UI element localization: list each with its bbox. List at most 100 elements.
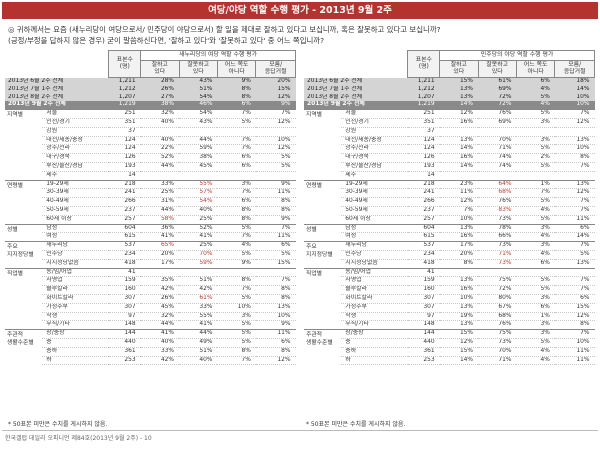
- sample-size-cell: 159: [108, 276, 141, 287]
- category-label: 주요 지지정당별: [304, 241, 342, 269]
- subgroup-label: 농/임/어업: [42, 267, 109, 278]
- subgroup-label: 대구/경북: [42, 153, 109, 163]
- value-cell: 15%: [439, 77, 479, 86]
- subgroup-label: 인천/경기: [341, 118, 408, 128]
- table-row: 지역별 서울 251 32% 54% 7% 7%: [5, 109, 296, 181]
- history-label: 2013년 6월 2주 전체: [304, 77, 408, 86]
- value-cell: 7%: [554, 206, 595, 216]
- value-cell: 40%: [140, 136, 180, 146]
- history-row: 2013년 9월 2주 전체 1,219 14% 72% 4% 10%: [304, 101, 595, 110]
- value-cell: 7%: [554, 109, 595, 119]
- value-cell: 5%: [516, 338, 555, 348]
- value-cell: 8%: [554, 153, 595, 163]
- value-cell: [217, 127, 256, 137]
- sample-size-cell: 124: [108, 144, 141, 155]
- table-row: 30-39세 241 25% 57% 7% 11%: [5, 188, 296, 199]
- value-cell: 2%: [516, 153, 555, 163]
- value-cell: 80%: [478, 294, 517, 304]
- subgroup-label: 강원: [341, 127, 408, 137]
- value-cell: [217, 267, 256, 278]
- value-cell: 13%: [439, 136, 479, 146]
- sample-size-cell: 237: [407, 206, 440, 216]
- header-neither: 어느 쪽도 아니다: [216, 60, 257, 78]
- table-row: 40-49세 266 31% 54% 6% 8%: [5, 197, 296, 207]
- value-cell: [516, 171, 555, 181]
- sample-size-cell: 307: [108, 303, 141, 313]
- value-cell: 73%: [478, 338, 517, 348]
- value-cell: 9%: [255, 179, 296, 190]
- value-cell: [439, 127, 479, 137]
- value-cell: 72%: [478, 285, 517, 295]
- history-row: 2013년 6월 2주 전체 1,211 15% 61% 6% 18%: [304, 77, 595, 86]
- value-cell: 7%: [255, 109, 296, 119]
- category-group: 주요 지지정당별 새누리당 537 65% 25% 4% 6% 민주당 234 20% 70% 5% 5%…: [5, 241, 296, 269]
- value-cell: [554, 127, 595, 137]
- value-cell: 41%: [140, 232, 180, 243]
- table-row: 직업별 농/임/어업 41: [304, 267, 595, 330]
- value-cell: 68%: [478, 188, 517, 199]
- sample-size-cell: 604: [108, 223, 141, 234]
- value-cell: 71%: [478, 356, 517, 366]
- value-cell: 41%: [179, 320, 218, 331]
- table-row: 인천/경기 351 16% 69% 3% 12%: [304, 118, 595, 128]
- subgroup-label: 하: [341, 356, 408, 366]
- sample-size-cell: 615: [108, 232, 141, 243]
- subgroup-label: 60세 이상: [341, 215, 408, 225]
- value-cell: [255, 267, 296, 278]
- value-cell: [478, 127, 517, 137]
- table-row: 50-59세 237 7% 83% 4% 7%: [304, 206, 595, 216]
- value-cell: 12%: [439, 338, 479, 348]
- sample-size-cell: 615: [407, 232, 440, 243]
- sample-size-cell: 1,211: [108, 77, 141, 86]
- sample-size-cell: 1,212: [407, 85, 440, 94]
- table-row: 학생 97 32% 55% 3% 10%: [5, 312, 296, 322]
- value-cell: 11%: [255, 188, 296, 199]
- table-row: 지역별 서울 251 12% 76% 5% 7%: [304, 109, 595, 181]
- sample-size-cell: 124: [108, 136, 141, 146]
- table-row: 연령별 19-29세 218 33% 55% 3% 9%: [5, 179, 296, 225]
- subgroup-label: 서울: [42, 109, 109, 119]
- value-cell: 9%: [217, 259, 256, 269]
- table-row: 자영업 159 13% 75% 5% 7%: [304, 276, 595, 287]
- table-row: 가정주부 307 45% 33% 10% 13%: [5, 303, 296, 313]
- value-cell: 5%: [255, 250, 296, 260]
- category-group: 주관적 생활수준별 상/중상 144 15% 75% 3% 7% 중 440 12% 73% 5% 10%…: [304, 329, 595, 366]
- value-cell: 76%: [478, 109, 517, 119]
- value-cell: 73%: [478, 215, 517, 225]
- subgroup-label: 제주: [341, 171, 408, 181]
- subgroup-label: 화이트칼라: [341, 294, 408, 304]
- value-cell: 11%: [554, 356, 595, 366]
- value-cell: 6%: [255, 338, 296, 348]
- value-cell: 16%: [439, 232, 479, 243]
- subgroup-label: 무직/기타: [42, 320, 109, 331]
- category-label: 지역별: [5, 109, 43, 181]
- value-cell: 14%: [439, 356, 479, 366]
- value-cell: 14%: [439, 101, 479, 110]
- value-cell: 59%: [179, 259, 218, 269]
- value-cell: 61%: [179, 294, 218, 304]
- table-row: 강원 37: [304, 127, 595, 137]
- table-row: 주요 지지정당별 새누리당 537 17% 73% 3% 7%: [304, 241, 595, 269]
- value-cell: 6%: [554, 294, 595, 304]
- value-cell: 4%: [516, 250, 555, 260]
- table-row: 대전/세종/충청 124 40% 44% 7% 10%: [5, 136, 296, 146]
- table-row: 성별 남성 604 36% 52% 5% 7%: [5, 223, 296, 242]
- sample-size-cell: 1,207: [407, 93, 440, 102]
- value-cell: 28%: [140, 77, 180, 86]
- subgroup-label: 30-39세: [42, 188, 109, 199]
- table-row: 중 440 12% 73% 5% 10%: [304, 338, 595, 348]
- value-cell: 31%: [140, 197, 180, 207]
- sample-size-cell: 307: [407, 294, 440, 304]
- table-row: 지지정당없음 418 8% 73% 6% 13%: [304, 259, 595, 269]
- subgroup-label: 19-29세: [42, 179, 109, 190]
- value-cell: 7%: [217, 144, 256, 155]
- history-row: 2013년 7월 1주 전체 1,212 26% 51% 8% 15%: [5, 85, 296, 94]
- question-text: ◎ 귀하께서는 요즘 (새누리당이 여당으로서/ 민주당이 야당으로서) 할 일…: [8, 24, 594, 46]
- value-cell: 5%: [255, 153, 296, 163]
- value-cell: 5%: [217, 250, 256, 260]
- value-cell: 4%: [516, 85, 555, 94]
- value-cell: 44%: [179, 329, 218, 339]
- value-cell: 7%: [554, 241, 595, 251]
- category-label: 직업별: [304, 267, 342, 330]
- sample-size-cell: 361: [407, 347, 440, 357]
